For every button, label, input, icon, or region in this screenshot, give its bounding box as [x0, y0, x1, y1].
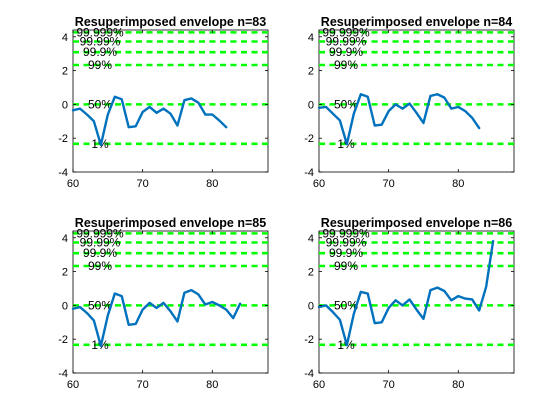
x-tick-label: 70 [137, 379, 149, 391]
x-tick-label: 70 [137, 178, 149, 190]
reference-label: 50% [334, 298, 358, 312]
x-tick-label: 70 [383, 379, 395, 391]
chart-title: Resuperimposed envelope n=83 [75, 15, 266, 29]
data-series-line [71, 288, 242, 348]
reference-label: 50% [334, 97, 358, 111]
axes-box [72, 29, 269, 173]
subplot-1: Resuperimposed envelope n=8399.999%99.99… [58, 15, 269, 190]
x-tick-label: 60 [313, 379, 325, 391]
y-tick-label: -2 [304, 334, 314, 346]
y-tick-label: -2 [58, 133, 68, 145]
x-tick-label: 70 [383, 178, 395, 190]
y-tick-label: 4 [308, 233, 314, 245]
subplot-4: Resuperimposed envelope n=8699.999%99.99… [304, 216, 515, 391]
x-tick-label: 80 [206, 178, 218, 190]
y-tick-label: 2 [62, 267, 68, 279]
chart-title: Resuperimposed envelope n=85 [75, 216, 266, 230]
y-tick-label: -4 [304, 167, 314, 179]
reference-label: 99.999% [322, 25, 370, 39]
y-tick-label: 0 [62, 99, 68, 111]
x-tick-label: 60 [67, 178, 79, 190]
reference-label: 99.999% [322, 226, 370, 240]
reference-label: 99.9% [329, 246, 363, 260]
reference-label: 99% [334, 259, 358, 273]
y-tick-label: 0 [62, 300, 68, 312]
y-tick-label: 0 [308, 99, 314, 111]
y-tick-label: 2 [308, 267, 314, 279]
reference-label: 99.99% [326, 34, 367, 48]
reference-label: 99.9% [83, 45, 117, 59]
reference-label: 99.99% [326, 235, 367, 249]
reference-label: 99% [88, 58, 112, 72]
x-tick-label: 80 [206, 379, 218, 391]
reference-label: 99.999% [76, 25, 124, 39]
reference-label: 99.999% [76, 226, 124, 240]
y-tick-label: 2 [62, 66, 68, 78]
y-tick-label: 4 [308, 32, 314, 44]
subplot-2: Resuperimposed envelope n=8499.999%99.99… [304, 15, 515, 190]
y-tick-label: 4 [62, 233, 68, 245]
axes-box [72, 230, 269, 374]
subplot-3: Resuperimposed envelope n=8599.999%99.99… [58, 216, 269, 391]
y-tick-label: 0 [308, 300, 314, 312]
chart-title: Resuperimposed envelope n=86 [321, 216, 512, 230]
x-tick-label: 60 [67, 379, 79, 391]
reference-label: 99.99% [80, 235, 121, 249]
y-tick-label: -4 [58, 368, 68, 380]
x-tick-label: 60 [313, 178, 325, 190]
y-tick-label: 2 [308, 66, 314, 78]
chart-title: Resuperimposed envelope n=84 [321, 15, 512, 29]
y-tick-label: 4 [62, 32, 68, 44]
reference-label: 99% [88, 259, 112, 273]
reference-label: 50% [88, 298, 112, 312]
y-tick-label: -4 [304, 368, 314, 380]
reference-label: 99.9% [83, 246, 117, 260]
y-tick-label: -2 [304, 133, 314, 145]
x-tick-label: 80 [452, 178, 464, 190]
data-series-line [71, 95, 228, 147]
axes-box [318, 29, 515, 173]
reference-label: 99.99% [80, 34, 121, 48]
y-tick-label: -2 [58, 334, 68, 346]
y-tick-label: -4 [58, 167, 68, 179]
x-tick-label: 80 [452, 379, 464, 391]
reference-label: 99.9% [329, 45, 363, 59]
data-series-line [317, 239, 495, 347]
reference-label: 99% [334, 58, 358, 72]
reference-label: 50% [88, 97, 112, 111]
data-series-line [317, 93, 481, 146]
